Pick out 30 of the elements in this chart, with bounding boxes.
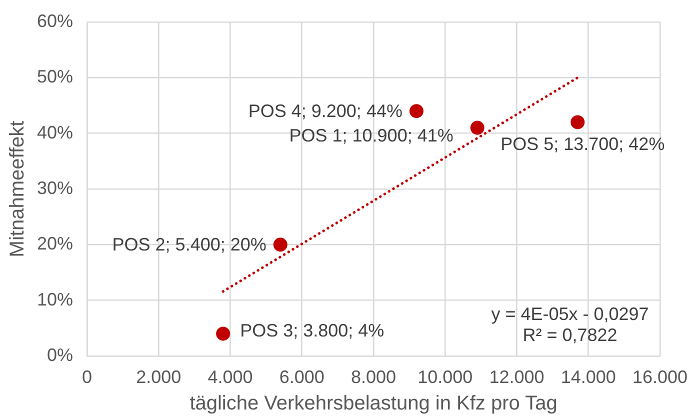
y-tick-label: 10% (36, 289, 73, 310)
data-label: POS 3; 3.800; 4% (240, 320, 384, 341)
point (216, 326, 230, 341)
x-tick-label: 4.000 (208, 366, 253, 387)
y-tick-label: 0% (46, 344, 73, 365)
x-axis-title: tägliche Verkehrsbelastung in Kfz pro Tag (190, 392, 558, 415)
y-tick-label: 50% (36, 66, 73, 87)
data-label: POS 4; 9.200; 44% (248, 101, 402, 122)
annotation: y = 4E-05x - 0,0297 (491, 304, 649, 324)
x-tick-label: 0 (82, 366, 92, 387)
data-label: POS 5; 13.700; 42% (500, 134, 665, 154)
point (409, 104, 424, 118)
x-tick-label: 6.000 (279, 366, 324, 387)
x-tick-label: 10.000 (418, 366, 473, 387)
x-tick-label: 12.000 (489, 366, 544, 387)
y-axis-title: Mitnahmeeffekt (6, 120, 29, 258)
y-tick-label: 60% (36, 10, 73, 31)
x-tick-label: 14.000 (560, 366, 616, 387)
data-label: POS 2; 5.400; 20% (112, 234, 266, 255)
x-tick-label: 8.000 (350, 366, 396, 387)
x-tick-label: 16.000 (632, 366, 688, 387)
data-label: POS 1; 10.900; 41% (289, 126, 454, 146)
point (273, 238, 288, 252)
y-tick-label: 20% (36, 234, 73, 254)
x-tick-label: 2.000 (136, 366, 182, 387)
annotation: R² = 0,7822 (522, 324, 618, 345)
y-tick-label: 40% (36, 122, 73, 142)
y-tick-label: 30% (36, 178, 73, 198)
point (570, 115, 585, 130)
point (470, 120, 484, 135)
